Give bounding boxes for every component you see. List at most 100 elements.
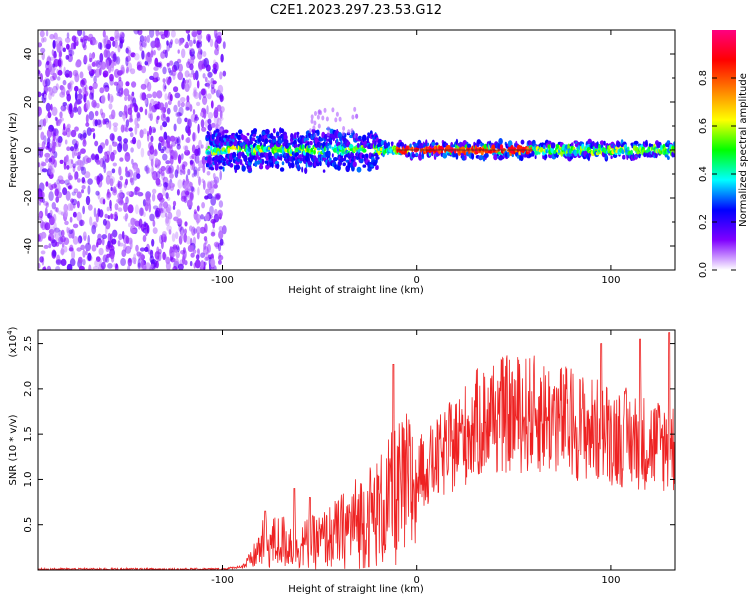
- signal-cell: [353, 155, 356, 162]
- noise-cell: [127, 49, 132, 57]
- noise-cell: [139, 35, 145, 43]
- noise-cell: [45, 115, 49, 123]
- noise-cell: [222, 70, 227, 77]
- noise-cell: [219, 170, 222, 181]
- snr-y-scale-exp: 4: [6, 330, 14, 335]
- signal-cell: [491, 144, 496, 150]
- signal-cell: [264, 138, 269, 145]
- noise-cell: [131, 257, 137, 263]
- noise-cell: [55, 83, 59, 91]
- noise-cell: [128, 118, 134, 123]
- noise-cell: [156, 115, 160, 121]
- noise-cell: [111, 255, 115, 263]
- noise-cell: [192, 131, 196, 142]
- noise-cell: [48, 191, 54, 202]
- noise-cell: [87, 37, 92, 42]
- signal-cell: [349, 143, 354, 150]
- noise-cell: [80, 219, 83, 227]
- noise-cell: [62, 79, 67, 86]
- noise-cell: [217, 242, 222, 252]
- noise-cell: [173, 104, 178, 113]
- noise-cell: [202, 51, 207, 57]
- y-tick-label: 1.5: [23, 426, 34, 442]
- noise-cell: [196, 41, 202, 49]
- noise-cell: [170, 30, 176, 38]
- signal-cell: [626, 146, 630, 151]
- noise-cell: [312, 125, 316, 131]
- noise-cell: [134, 186, 141, 192]
- noise-cell: [72, 211, 77, 218]
- noise-cell: [162, 231, 167, 237]
- noise-cell: [210, 231, 216, 237]
- signal-cell: [223, 129, 229, 134]
- noise-cell: [217, 31, 222, 38]
- noise-cell: [125, 178, 128, 186]
- noise-cell: [310, 118, 314, 124]
- noise-cell: [94, 259, 100, 267]
- noise-cell: [52, 39, 56, 49]
- noise-cell: [220, 106, 225, 113]
- noise-cell: [46, 60, 50, 66]
- signal-cell: [267, 146, 271, 151]
- noise-cell: [104, 138, 109, 146]
- noise-cell: [142, 235, 147, 242]
- noise-cell: [217, 84, 224, 94]
- signal-cell: [293, 132, 297, 140]
- signal-cell: [370, 164, 374, 168]
- noise-cell: [136, 139, 142, 150]
- signal-cell: [467, 143, 472, 149]
- noise-cell: [142, 128, 147, 135]
- noise-cell: [76, 247, 82, 252]
- signal-cell: [217, 151, 220, 156]
- noise-cell: [99, 52, 104, 63]
- noise-cell: [146, 81, 152, 92]
- noise-cell: [136, 112, 141, 122]
- noise-cell: [125, 47, 129, 54]
- noise-cell: [205, 188, 210, 195]
- signal-cell: [569, 156, 574, 160]
- noise-cell: [175, 244, 180, 251]
- colorbar-gradient: [712, 30, 736, 270]
- noise-cell: [155, 76, 161, 82]
- noise-cell: [78, 219, 85, 226]
- noise-cell: [192, 249, 197, 254]
- noise-cell: [144, 108, 148, 116]
- noise-cell: [158, 197, 165, 203]
- noise-cell: [108, 65, 112, 74]
- noise-cell: [207, 118, 212, 125]
- noise-cell: [130, 217, 136, 226]
- noise-cell: [106, 206, 110, 212]
- signal-cell: [333, 157, 338, 162]
- noise-cell: [173, 61, 180, 71]
- noise-cell: [131, 158, 134, 165]
- noise-cell: [118, 166, 122, 176]
- noise-cell: [112, 53, 117, 62]
- y-tick-label: 0: [23, 147, 34, 153]
- noise-cell: [172, 244, 178, 251]
- noise-cell: [188, 39, 193, 47]
- noise-cell: [198, 47, 202, 55]
- noise-cell: [135, 244, 139, 252]
- noise-cell: [52, 250, 57, 257]
- spectrogram-y-ticks: -40 -20 0 20 40: [23, 48, 675, 254]
- noise-cell: [130, 52, 136, 58]
- noise-cell: [68, 229, 74, 235]
- noise-cell: [139, 129, 144, 139]
- noise-cell: [87, 234, 90, 245]
- noise-cell: [213, 30, 218, 39]
- noise-cell: [189, 104, 193, 112]
- noise-cell: [176, 143, 181, 150]
- noise-cell: [112, 186, 117, 194]
- noise-cell: [121, 113, 127, 120]
- noise-cell: [200, 88, 206, 96]
- noise-cell: [68, 175, 73, 181]
- noise-cell: [141, 50, 145, 60]
- noise-cell: [103, 49, 108, 58]
- signal-cell: [216, 163, 219, 169]
- noise-cell: [185, 235, 191, 245]
- noise-cell: [133, 30, 140, 35]
- noise-cell: [154, 209, 159, 218]
- noise-cell: [149, 113, 153, 121]
- y-tick-label: 20: [23, 96, 34, 109]
- noise-cell: [43, 244, 49, 249]
